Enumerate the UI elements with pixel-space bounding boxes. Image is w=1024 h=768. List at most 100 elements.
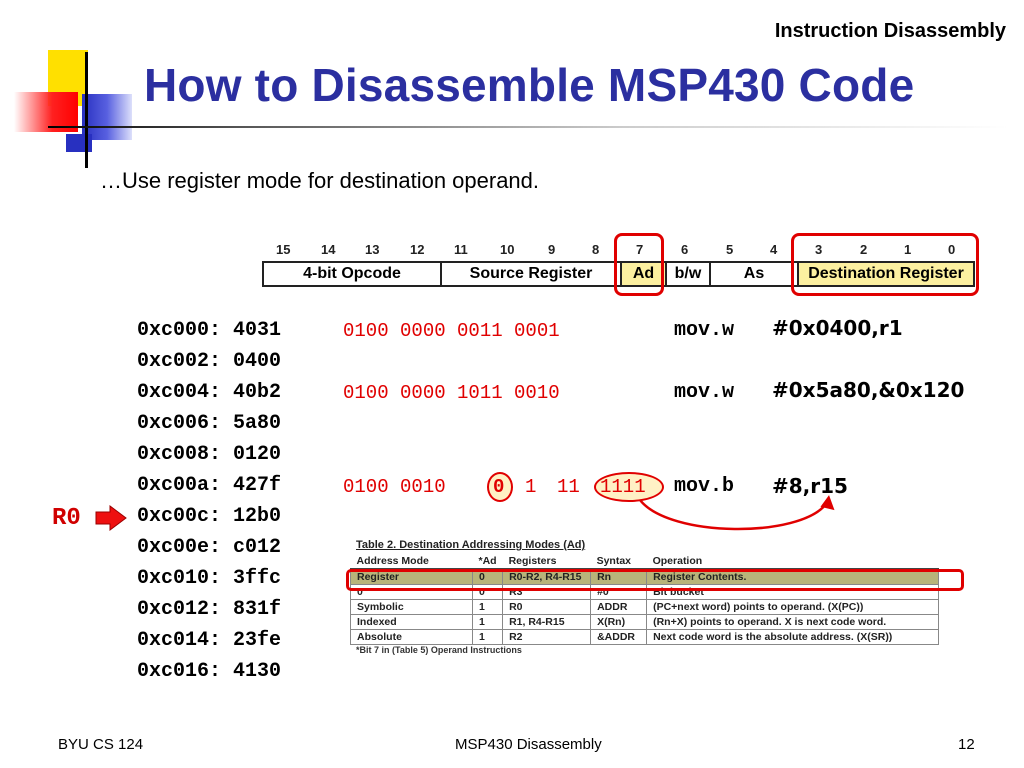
code-line: 0xc014: 23fe <box>137 625 281 656</box>
bit-number: 8 <box>592 242 600 257</box>
code-word: 4031 <box>233 319 282 342</box>
table-cell: Register Contents. <box>646 568 940 585</box>
table-cell: R1, R4-R15 <box>502 614 592 630</box>
table-cell: R2 <box>502 629 592 645</box>
bit-number: 15 <box>276 242 291 257</box>
address: 0xc012: <box>137 598 222 621</box>
bit-number: 1 <box>904 242 912 257</box>
column-header: Operation <box>646 554 939 570</box>
table-title: Table 2. Destination Addressing Modes (A… <box>356 539 586 551</box>
destination-highlight-ring <box>791 233 979 296</box>
code-word: c012 <box>233 536 282 559</box>
table-cell: R0 <box>502 599 592 615</box>
section-label: Instruction Disassembly <box>774 20 1006 42</box>
bit-number: 14 <box>321 242 336 257</box>
code-line: 0xc00c: 12b0 <box>137 501 281 532</box>
table-row: Register 0 R0-R2, R4-R15 Rn Register Con… <box>350 568 940 585</box>
table-cell: 0 <box>471 568 504 585</box>
table-header-row: Address Mode *Ad Registers Syntax Operat… <box>350 554 939 570</box>
operands: #8,r15 <box>772 474 848 498</box>
code-line: 0xc012: 831f <box>137 594 281 625</box>
code-line: 0xc002: 0400 <box>137 346 281 377</box>
table-row: Indexed 1 R1, R4-R15 X(Rn) (Rn+X) points… <box>350 614 940 630</box>
code-word: 0120 <box>233 443 282 466</box>
code-line: 0xc004: 40b2 <box>137 377 281 408</box>
table-cell: 1 <box>471 629 504 645</box>
bit-number: 12 <box>410 242 425 257</box>
code-line: 0xc00a: 427f <box>137 470 281 501</box>
bit-number: 5 <box>726 242 734 257</box>
operands: #0x5a80,&0x120 <box>772 378 965 402</box>
bit-number: 11 <box>454 242 468 257</box>
code-word: 831f <box>233 598 282 621</box>
code-line: 0xc010: 3ffc <box>137 563 281 594</box>
code-word: 5a80 <box>233 412 282 435</box>
table-cell: Rn <box>590 568 648 585</box>
bit-number: 9 <box>548 242 556 257</box>
binary-bits: 0100 0010 <box>343 476 446 498</box>
field-as: As <box>711 263 799 285</box>
table-cell: 1 <box>471 599 504 615</box>
column-header: *Ad <box>472 554 503 570</box>
address: 0xc002: <box>137 350 222 373</box>
table-cell: R0-R2, R4-R15 <box>502 568 592 585</box>
binary-bit-bw: 1 <box>525 476 537 498</box>
table-cell: (Rn+X) points to operand. X is next code… <box>646 614 940 630</box>
title-underline <box>48 126 1008 128</box>
code-word: 12b0 <box>233 505 282 528</box>
logo-vertical-line <box>85 52 88 168</box>
mnemonic: mov.w <box>674 319 735 342</box>
footer-course: BYU CS 124 <box>58 736 144 753</box>
footer-topic: MSP430 Disassembly <box>455 736 602 753</box>
address: 0xc000: <box>137 319 222 342</box>
address: 0xc004: <box>137 381 222 404</box>
page-number: 12 <box>958 736 975 753</box>
code-word: 427f <box>233 474 282 497</box>
table-cell: Symbolic <box>350 599 473 615</box>
table-cell: Indexed <box>350 614 473 630</box>
bit-number: 7 <box>636 242 644 257</box>
binary-bits-as: 11 <box>557 476 580 498</box>
field-source-register: Source Register <box>442 263 622 285</box>
pc-arrow-icon <box>95 505 127 531</box>
table-footnote: *Bit 7 in (Table 5) Operand Instructions <box>356 645 522 655</box>
address: 0xc016: <box>137 660 222 683</box>
bit-number: 13 <box>365 242 380 257</box>
code-line: 0xc00e: c012 <box>137 532 281 563</box>
logo-blue-square <box>82 94 132 140</box>
table-cell: Next code word is the absolute address. … <box>646 629 940 645</box>
ad-bit-highlight <box>487 472 513 502</box>
address: 0xc014: <box>137 629 222 652</box>
table-cell: &ADDR <box>590 629 648 645</box>
code-word: 23fe <box>233 629 282 652</box>
field-opcode: 4-bit Opcode <box>264 263 442 285</box>
binary-bits: 0100 0000 1011 0010 <box>343 382 560 404</box>
instruction-format: 4-bit Opcode Source Register Ad b/w As D… <box>262 261 975 287</box>
logo-blue-block <box>66 134 92 152</box>
bit-number: 3 <box>815 242 823 257</box>
code-word: 3ffc <box>233 567 282 590</box>
code-word: 4130 <box>233 660 282 683</box>
table-row: Symbolic 1 R0 ADDR (PC+next word) points… <box>350 599 940 615</box>
column-header: Syntax <box>590 554 647 570</box>
code-word: 0400 <box>233 350 282 373</box>
code-word: 40b2 <box>233 381 282 404</box>
mnemonic: mov.b <box>674 475 735 498</box>
binary-bit-ad: 0 <box>493 476 505 498</box>
table-cell: (PC+next word) points to operand. (X(PC)… <box>646 599 940 615</box>
table-cell: Absolute <box>350 629 473 645</box>
code-listing: 0xc000: 4031 0xc002: 0400 0xc004: 40b2 0… <box>137 315 281 687</box>
bit-number: 4 <box>770 242 778 257</box>
bit-number: 6 <box>681 242 689 257</box>
code-line: 0xc016: 4130 <box>137 656 281 687</box>
bit-number: 0 <box>948 242 956 257</box>
binary-bits-dst: 1111 <box>600 476 646 498</box>
table-cell: X(Rn) <box>590 614 648 630</box>
field-destination-register: Destination Register <box>799 263 973 285</box>
address: 0xc00e: <box>137 536 222 559</box>
field-bw: b/w <box>667 263 711 285</box>
address: 0xc010: <box>137 567 222 590</box>
addressing-modes-table: Address Mode *Ad Registers Syntax Operat… <box>350 554 940 645</box>
logo-red-bar <box>14 92 78 132</box>
code-line: 0xc006: 5a80 <box>137 408 281 439</box>
